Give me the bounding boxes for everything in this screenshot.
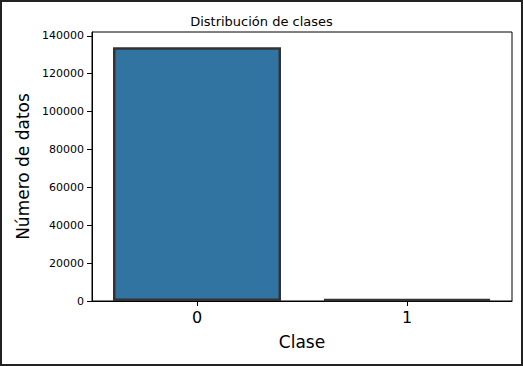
svg-text:140000: 140000 xyxy=(42,29,84,42)
svg-text:40000: 40000 xyxy=(49,219,84,232)
svg-text:120000: 120000 xyxy=(42,67,84,80)
svg-text:80000: 80000 xyxy=(49,143,84,156)
svg-text:20000: 20000 xyxy=(49,257,84,270)
svg-text:0: 0 xyxy=(192,308,202,327)
svg-text:0: 0 xyxy=(77,295,84,308)
svg-text:Distribución de clases: Distribución de clases xyxy=(190,14,333,29)
svg-text:100000: 100000 xyxy=(42,105,84,118)
svg-text:60000: 60000 xyxy=(49,181,84,194)
svg-text:Número de datos: Número de datos xyxy=(13,93,33,240)
svg-text:Clase: Clase xyxy=(279,332,325,352)
svg-text:1: 1 xyxy=(402,308,412,327)
